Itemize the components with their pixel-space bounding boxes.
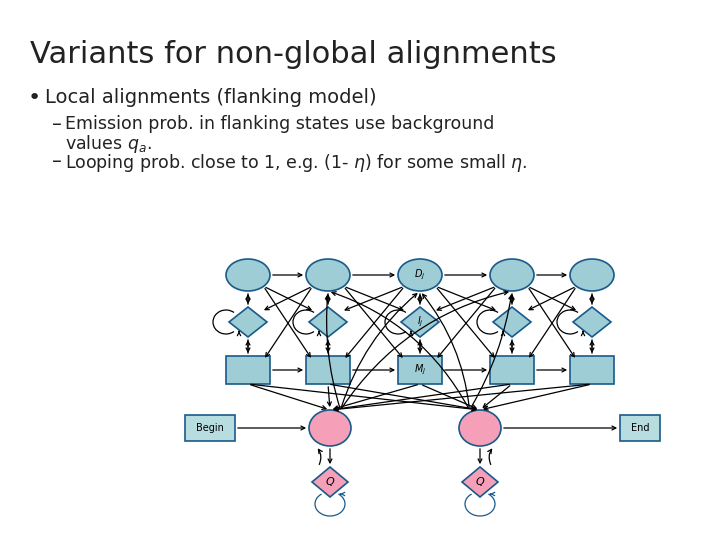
Ellipse shape [226, 259, 270, 291]
Text: values $q_a$.: values $q_a$. [65, 133, 152, 155]
Text: Local alignments (flanking model): Local alignments (flanking model) [45, 88, 377, 107]
Text: –: – [52, 115, 62, 134]
Bar [306, 356, 350, 384]
Text: $Q$: $Q$ [325, 476, 335, 489]
Bar [570, 356, 614, 384]
Text: Emission prob. in flanking states use background: Emission prob. in flanking states use ba… [65, 115, 495, 133]
Text: Begin: Begin [196, 423, 224, 433]
Ellipse shape [459, 410, 501, 446]
Text: •: • [28, 88, 41, 108]
Bar [490, 356, 534, 384]
Ellipse shape [490, 259, 534, 291]
Text: Variants for non-global alignments: Variants for non-global alignments [30, 40, 557, 69]
Polygon shape [573, 307, 611, 337]
Ellipse shape [309, 410, 351, 446]
Text: $M_j$: $M_j$ [414, 363, 426, 377]
Text: $Q$: $Q$ [475, 476, 485, 489]
Polygon shape [229, 307, 267, 337]
Bar [398, 356, 442, 384]
Ellipse shape [570, 259, 614, 291]
Polygon shape [462, 467, 498, 497]
Text: End: End [631, 423, 649, 433]
Polygon shape [493, 307, 531, 337]
Polygon shape [401, 307, 439, 337]
Polygon shape [309, 307, 347, 337]
Text: $D_j$: $D_j$ [414, 268, 426, 282]
Bar [185, 415, 235, 441]
Ellipse shape [306, 259, 350, 291]
Text: Looping prob. close to 1, e.g. (1- $\eta$) for some small $\eta$.: Looping prob. close to 1, e.g. (1- $\eta… [65, 152, 528, 174]
Ellipse shape [398, 259, 442, 291]
Text: $I_j$: $I_j$ [417, 315, 423, 329]
Bar [620, 415, 660, 441]
Text: –: – [52, 152, 62, 171]
Polygon shape [312, 467, 348, 497]
Bar [226, 356, 270, 384]
